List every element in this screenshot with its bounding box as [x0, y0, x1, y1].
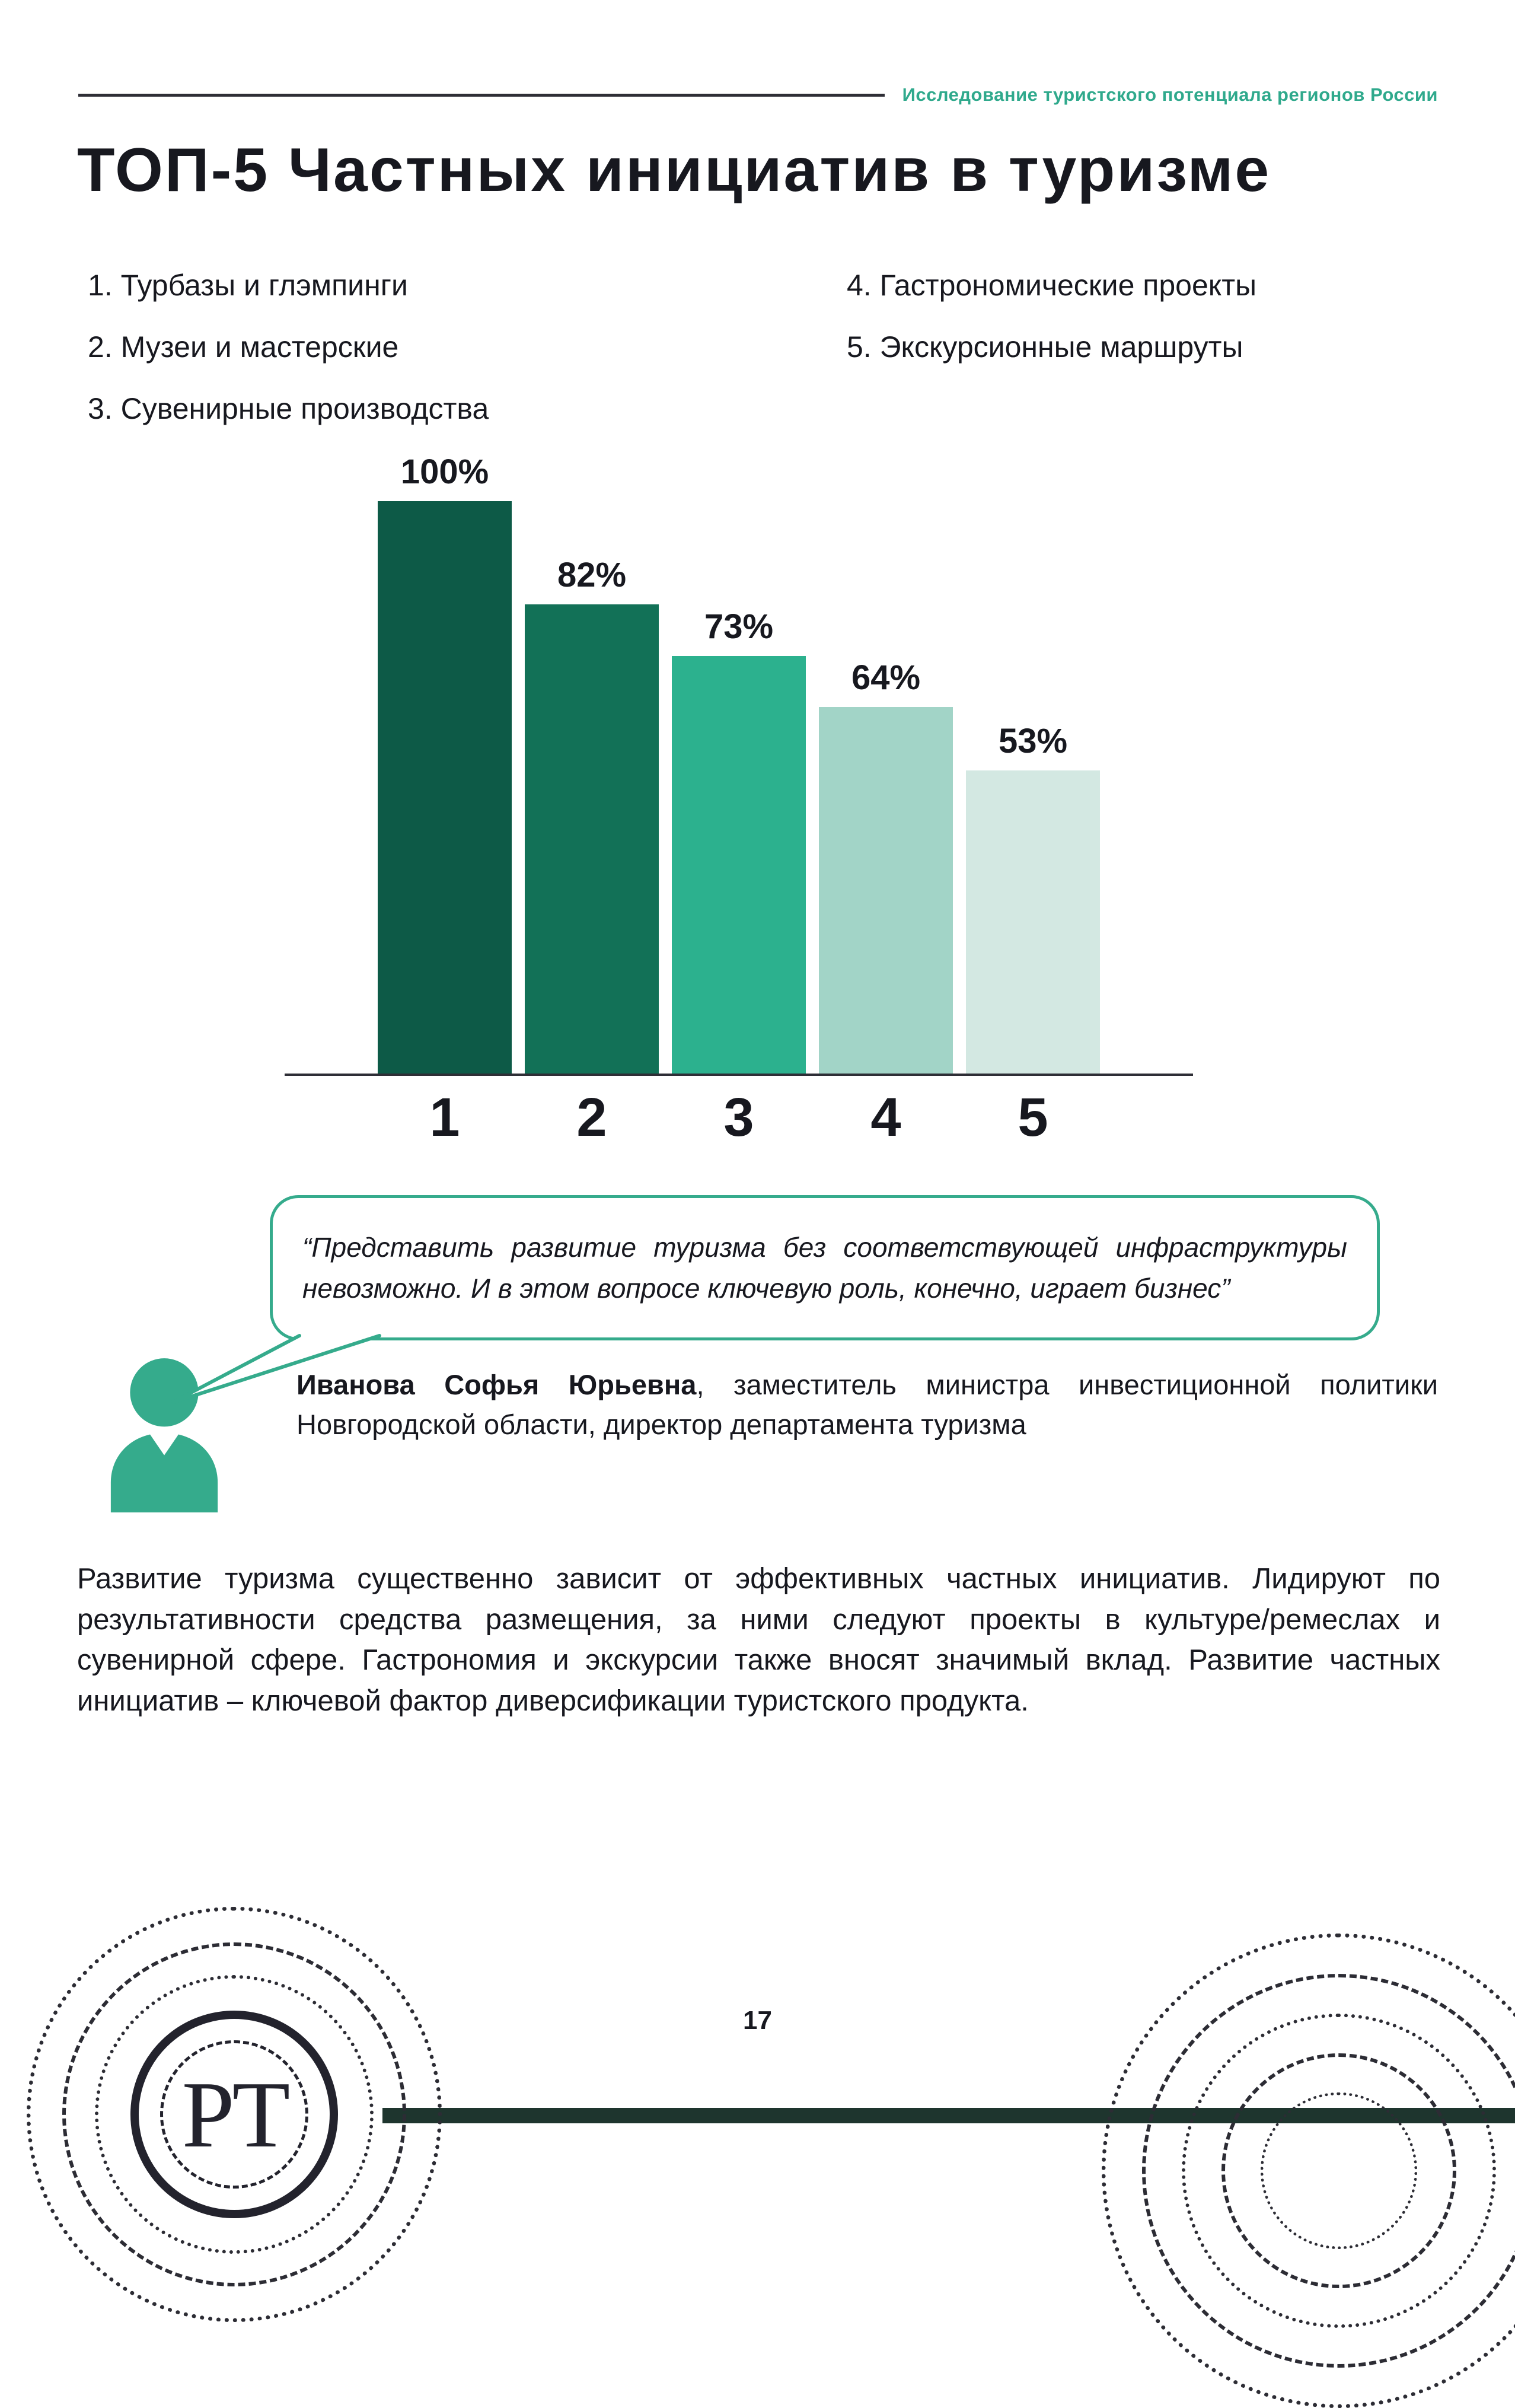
- person-caption: Иванова Софья Юрьевна, заместитель минис…: [296, 1365, 1438, 1444]
- bar: [378, 501, 512, 1074]
- page-title: ТОП-5 Частных инициатив в туризме: [77, 136, 1271, 205]
- bar-column: 53%: [966, 721, 1100, 1074]
- logo: РТ: [130, 2011, 338, 2218]
- list-item-2: 2. Музеи и мастерские: [88, 330, 399, 364]
- quote-bubble: “Представить развитие туризма без соотве…: [270, 1195, 1380, 1340]
- bar-value-label: 73%: [704, 607, 774, 646]
- category-label: 3: [723, 1087, 754, 1148]
- page-header: Исследование туристского потенциала реги…: [78, 84, 1438, 106]
- header-label: Исследование туристского потенциала реги…: [902, 84, 1438, 105]
- body-paragraph: Развитие туризма существенно зависит от …: [77, 1563, 1440, 1717]
- bar: [672, 656, 806, 1074]
- list-item-5: 5. Экскурсионные маршруты: [847, 330, 1243, 364]
- person-role: , заместитель министра инвестиционной по…: [296, 1369, 1438, 1440]
- category-label: 1: [429, 1087, 460, 1148]
- bar: [966, 770, 1100, 1074]
- decorative-ring: [1261, 2092, 1417, 2249]
- top-list-right: 4. Гастрономические проекты 5. Экскурсио…: [847, 268, 1256, 391]
- bar: [819, 707, 953, 1074]
- bar: [525, 604, 659, 1074]
- bar-value-label: 82%: [557, 556, 627, 594]
- bar-value-label: 100%: [400, 453, 489, 491]
- bar-chart: 100% 82% 73% 64% 53% 1 2 3 4 5: [285, 444, 1193, 1149]
- category-label: 2: [576, 1087, 607, 1148]
- header-rule: [78, 93, 885, 97]
- list-item-4: 4. Гастрономические проекты: [847, 269, 1257, 302]
- quote-bubble-tail-icon: [171, 1334, 381, 1404]
- logo-inner-ring: [160, 2040, 308, 2189]
- category-label: 4: [870, 1087, 901, 1148]
- bar-column: 64%: [819, 658, 953, 1074]
- bar-value-label: 64%: [851, 658, 921, 697]
- bar-column: 82%: [525, 555, 659, 1074]
- bars-area: 100% 82% 73% 64% 53%: [285, 444, 1193, 1076]
- top-list-left: 1. Турбазы и глэмпинги 2. Музеи и мастер…: [88, 268, 489, 453]
- quote-text: “Представить развитие туризма без соотве…: [302, 1231, 1347, 1304]
- list-item-1: 1. Турбазы и глэмпинги: [88, 269, 408, 302]
- person-name: Иванова Софья Юрьевна: [296, 1369, 697, 1400]
- bar-value-label: 53%: [998, 722, 1068, 760]
- category-label: 5: [1018, 1087, 1048, 1148]
- bar-column: 100%: [378, 452, 512, 1074]
- bar-column: 73%: [672, 607, 806, 1074]
- x-axis-labels: 1 2 3 4 5: [285, 1087, 1193, 1149]
- list-item-3: 3. Сувенирные производства: [88, 392, 489, 425]
- person-icon: [110, 1358, 218, 1512]
- page-number: 17: [743, 2006, 772, 2035]
